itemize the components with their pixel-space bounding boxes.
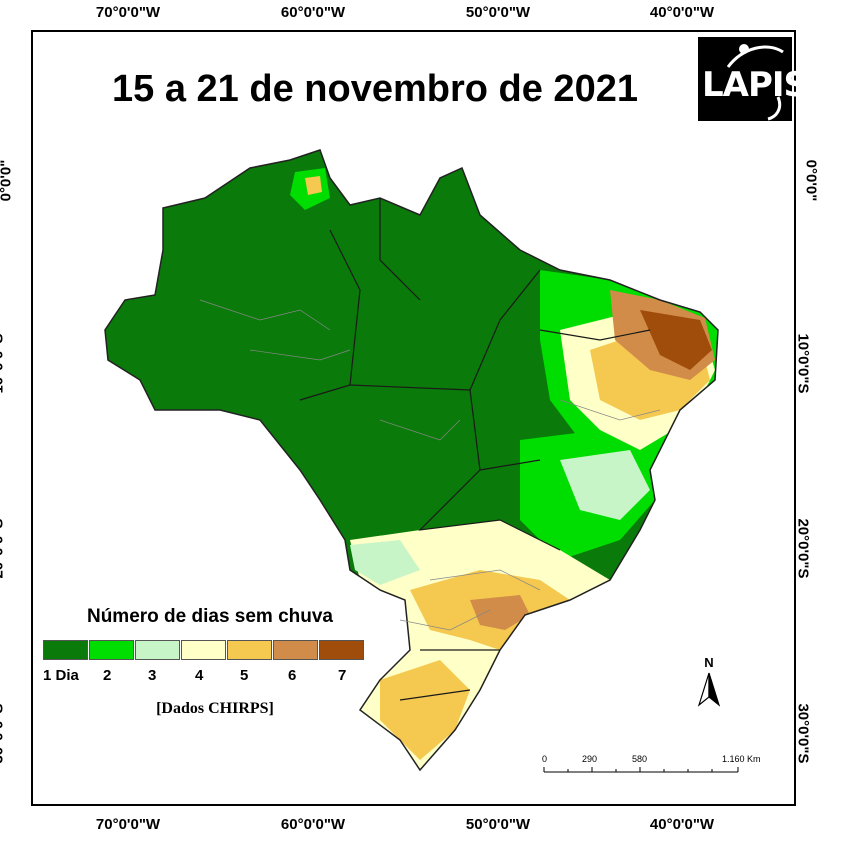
legend-swatch — [273, 640, 318, 660]
legend-class-label: 6 — [288, 667, 297, 684]
north-arrow-icon: N — [697, 655, 721, 707]
legend-class-label: 7 — [338, 667, 347, 684]
lon-label-top: 60°0'0"W — [280, 4, 346, 21]
lon-label-top: 50°0'0"W — [465, 4, 531, 21]
scale-tick-label: 290 — [582, 754, 597, 764]
legend-class-label: 3 — [148, 667, 157, 684]
scale-tick-label: 0 — [542, 754, 547, 764]
lon-label-bottom: 60°0'0"W — [280, 816, 346, 833]
legend-class-label: 2 — [103, 667, 112, 684]
legend-labels: 1 Dia 2 3 4 5 6 7 — [43, 667, 373, 687]
lon-label-top: 70°0'0"W — [95, 4, 161, 21]
lon-label-top: 40°0'0"W — [649, 4, 715, 21]
data-source: [Dados CHIRPS] — [156, 700, 274, 717]
scale-tick-label: 1.160 Km — [722, 754, 761, 764]
scale-bar: 0 290 580 1.160 Km — [540, 752, 770, 782]
north-label: N — [704, 655, 713, 670]
legend-swatch — [89, 640, 134, 660]
legend-class-label: 1 Dia — [43, 667, 79, 684]
lapis-logo: LAPIS — [698, 37, 808, 121]
legend-class-label: 5 — [240, 667, 249, 684]
legend-swatch — [181, 640, 226, 660]
map-title: 15 a 21 de novembro de 2021 — [112, 68, 638, 110]
legend-class-label: 4 — [195, 667, 204, 684]
satellite-icon — [726, 44, 784, 121]
logo-text: LAPIS — [702, 65, 808, 105]
legend-swatch — [43, 640, 88, 660]
lon-label-bottom: 40°0'0"W — [649, 816, 715, 833]
legend-swatch — [319, 640, 364, 660]
legend-title: Número de dias sem chuva — [86, 606, 334, 627]
legend-swatch — [227, 640, 272, 660]
scale-tick-label: 580 — [632, 754, 647, 764]
lon-label-bottom: 70°0'0"W — [95, 816, 161, 833]
legend-swatch — [135, 640, 180, 660]
lon-label-bottom: 50°0'0"W — [465, 816, 531, 833]
legend-color-bar — [43, 640, 365, 660]
north-arrow: N — [694, 655, 724, 711]
